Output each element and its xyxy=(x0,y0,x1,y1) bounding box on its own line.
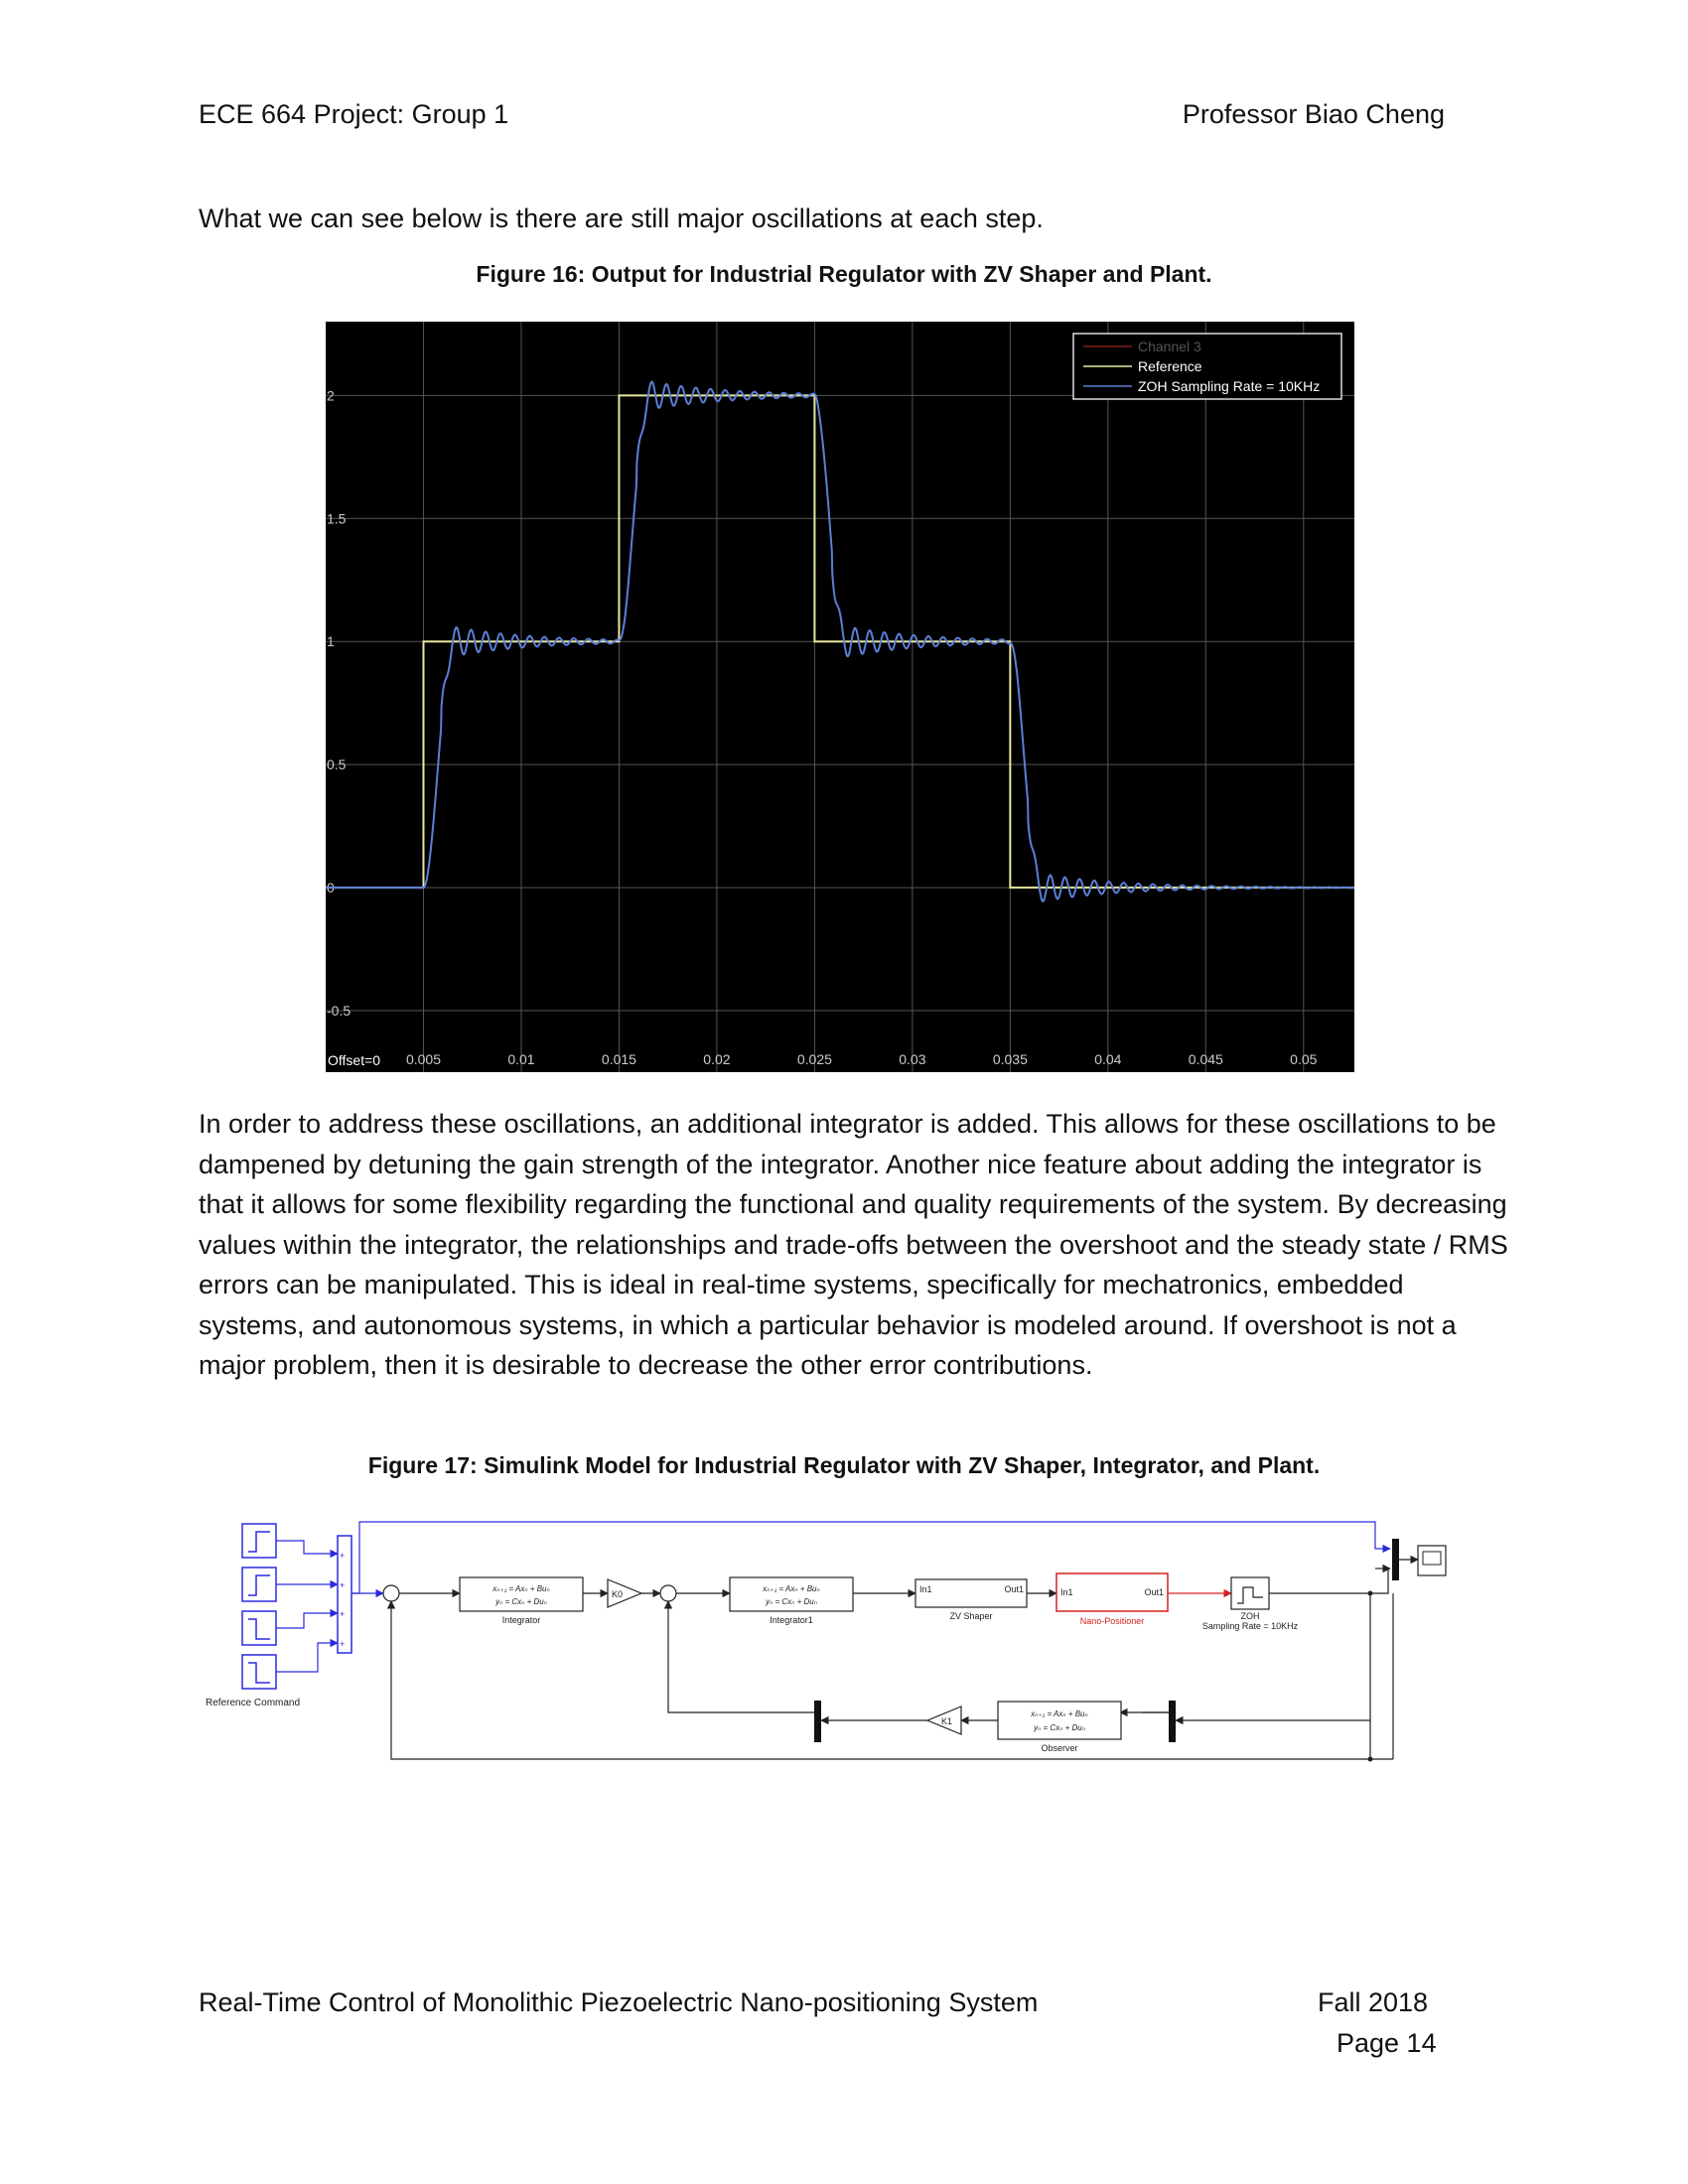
svg-text:+: + xyxy=(340,1639,345,1649)
simulink-model: Reference Command + + + + xₙ₊₁ = Axₙ + B… xyxy=(206,1521,1447,1762)
plot-legend: Channel 3 Reference ZOH Sampling Rate = … xyxy=(1072,333,1342,400)
nano-positioner-block[interactable] xyxy=(1055,1572,1169,1612)
zoh-rate-label: Sampling Rate = 10KHz xyxy=(1202,1621,1299,1631)
svg-text:xₙ₊₁ = Axₙ + Buₙ: xₙ₊₁ = Axₙ + Buₙ xyxy=(1030,1709,1087,1718)
sum-junction-2[interactable] xyxy=(659,1584,677,1602)
offset-label: Offset=0 xyxy=(328,1052,380,1068)
output-plot: 0.005 0.01 0.015 0.02 0.025 0.03 0.035 0.04 0.04… xyxy=(326,322,1355,1072)
zoh-block[interactable] xyxy=(1230,1576,1270,1610)
step-source-2[interactable] xyxy=(241,1567,277,1602)
header-left: ECE 664 Project: Group 1 xyxy=(199,99,509,129)
mux-block[interactable] xyxy=(1392,1539,1399,1580)
x-tick-label: 0.035 xyxy=(993,1051,1028,1067)
legend-label-zoh: ZOH Sampling Rate = 10KHz xyxy=(1138,378,1320,394)
footer-page: Page 14 xyxy=(1336,2028,1437,2058)
sum-junction-1[interactable] xyxy=(382,1584,400,1602)
x-tick-label: 0.04 xyxy=(1094,1051,1121,1067)
svg-text:Out1: Out1 xyxy=(1004,1584,1024,1594)
footer-title: Real-Time Control of Monolithic Piezoele… xyxy=(199,1987,1039,2017)
observer-label: Observer xyxy=(1041,1743,1077,1753)
svg-text:xₙ₊₁ = Axₙ + Buₙ: xₙ₊₁ = Axₙ + Buₙ xyxy=(492,1584,549,1593)
series-zoh-line xyxy=(326,380,1355,902)
svg-text:K1: K1 xyxy=(941,1716,952,1726)
integrator-block[interactable] xyxy=(459,1576,584,1612)
legend-label-reference: Reference xyxy=(1138,358,1202,374)
svg-text:yₙ = Cxₙ + Duₙ: yₙ = Cxₙ + Duₙ xyxy=(765,1597,817,1606)
reference-command-label: Reference Command xyxy=(206,1698,300,1708)
zv-shaper-label: ZV Shaper xyxy=(949,1611,992,1621)
figure17-diagram: Reference Command + + + + xₙ₊₁ = Axₙ + B… xyxy=(199,1514,1489,1792)
step-source-4[interactable] xyxy=(241,1654,277,1690)
header-right: Professor Biao Cheng xyxy=(1182,99,1445,129)
svg-text:+: + xyxy=(340,1551,345,1561)
plot-lines xyxy=(326,380,1355,902)
y-tick-label: -0.5 xyxy=(327,1003,351,1019)
x-tick-label: 0.02 xyxy=(703,1051,730,1067)
step-icon xyxy=(248,1531,270,1553)
plot-ticks: 0.005 0.01 0.015 0.02 0.025 0.03 0.035 0.04 0.04… xyxy=(327,387,1318,1067)
x-tick-label: 0.03 xyxy=(899,1051,925,1067)
svg-text:In1: In1 xyxy=(1060,1587,1073,1597)
integrator-label: Integrator xyxy=(502,1615,541,1625)
feedback-demux[interactable] xyxy=(814,1701,821,1742)
legend-label-channel3: Channel 3 xyxy=(1138,339,1201,354)
svg-text:+: + xyxy=(340,1580,345,1590)
svg-text:In1: In1 xyxy=(919,1584,932,1594)
x-tick-label: 0.025 xyxy=(797,1051,832,1067)
x-tick-label: 0.015 xyxy=(602,1051,636,1067)
figure16-caption: Figure 16: Output for Industrial Regulat… xyxy=(476,261,1212,287)
gain-k1-block[interactable] xyxy=(925,1706,962,1735)
x-tick-label: 0.01 xyxy=(507,1051,534,1067)
y-tick-label: 2 xyxy=(327,387,335,403)
body-paragraph: In order to address these oscillations, … xyxy=(199,1109,1508,1380)
observer-mux[interactable] xyxy=(1169,1701,1176,1742)
y-tick-label: 1 xyxy=(327,633,335,649)
step-icon xyxy=(248,1574,270,1596)
observer-block[interactable] xyxy=(997,1701,1122,1740)
step-source-3[interactable] xyxy=(241,1610,277,1646)
zoh-icon xyxy=(1237,1586,1263,1604)
step-source-1[interactable] xyxy=(241,1523,277,1559)
svg-text:xₙ₊₁ = Axₙ + Buₙ: xₙ₊₁ = Axₙ + Buₙ xyxy=(762,1584,819,1593)
integrator1-block[interactable] xyxy=(729,1576,854,1612)
svg-text:K0: K0 xyxy=(612,1589,623,1599)
y-tick-label: 0.5 xyxy=(327,756,347,772)
step-icon xyxy=(248,1618,270,1640)
step-icon xyxy=(248,1662,270,1684)
svg-text:+: + xyxy=(340,1609,345,1619)
figure16-chart: 0.005 0.01 0.015 0.02 0.025 0.03 0.035 0.04 0.04… xyxy=(326,322,1355,1072)
plot-background xyxy=(326,322,1354,1072)
svg-text:yₙ = Cxₙ + Duₙ: yₙ = Cxₙ + Duₙ xyxy=(1033,1723,1085,1732)
scope-icon xyxy=(1422,1551,1442,1566)
x-tick-label: 0.05 xyxy=(1290,1051,1317,1067)
y-tick-label: 1.5 xyxy=(327,510,347,526)
intro-text: What we can see below is there are still… xyxy=(199,204,1044,233)
figure17-caption: Figure 17: Simulink Model for Industrial… xyxy=(367,1452,1321,1478)
footer-term: Fall 2018 xyxy=(1318,1987,1429,2017)
svg-text:yₙ = Cxₙ + Duₙ: yₙ = Cxₙ + Duₙ xyxy=(494,1597,547,1606)
nano-positioner-label: Nano-Positioner xyxy=(1080,1616,1145,1626)
zv-shaper-block[interactable] xyxy=(914,1578,1028,1608)
reference-command-sources[interactable] xyxy=(241,1523,277,1690)
x-tick-label: 0.045 xyxy=(1189,1051,1223,1067)
svg-text:Out1: Out1 xyxy=(1144,1587,1164,1597)
zoh-label: ZOH xyxy=(1241,1611,1260,1621)
integrator1-label: Integrator1 xyxy=(770,1615,813,1625)
series-reference-line xyxy=(326,394,1354,889)
gain-k0-block[interactable] xyxy=(607,1578,643,1608)
reference-add-block[interactable] xyxy=(337,1535,352,1654)
x-tick-label: 0.005 xyxy=(406,1051,441,1067)
